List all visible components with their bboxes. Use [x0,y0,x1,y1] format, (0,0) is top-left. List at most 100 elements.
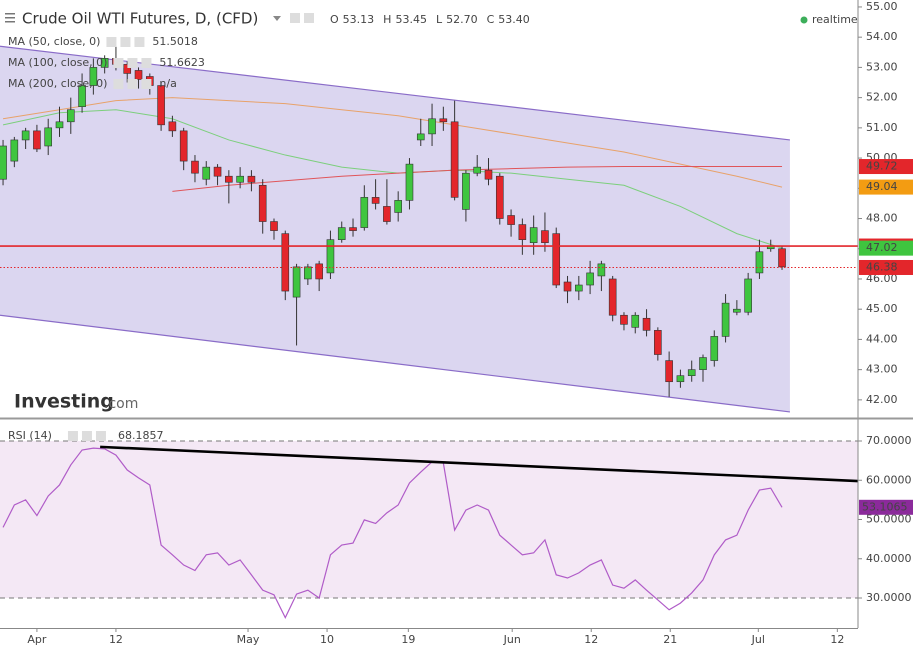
candle-body [676,375,685,383]
candle-body [394,200,402,213]
price-tag-label: 47.02 [866,241,898,254]
candle-body [33,130,41,150]
candle-body [258,184,267,222]
legend: MA (50, close, 0) 51.5018 MA (100, close, … [8,35,205,442]
eye-icon[interactable] [290,13,300,23]
candle-body [744,278,752,313]
candle-body [495,175,504,219]
x-tick-label: May [237,633,260,646]
candle-body [529,227,538,243]
candle-body [586,272,594,286]
moving-average [172,166,783,192]
candle-body [710,336,719,361]
y-tick-label: 42.00 [866,393,898,406]
x-tick-label: Apr [27,633,47,646]
rsi-line [2,447,783,620]
y-tick-label: 53.00 [866,60,898,73]
candle-body [66,109,75,123]
candle-body [721,302,730,337]
channel-fill [0,46,790,412]
candle-body [55,121,64,129]
status-dot [800,16,808,24]
legend-eye-icon[interactable] [113,58,124,68]
candle-body [360,197,369,228]
candle-body [213,166,222,177]
y-tick-label: 60.0000 [866,473,912,486]
price-tag [859,259,913,275]
rsi-settings-icon[interactable] [81,431,92,441]
legend-settings-icon[interactable] [127,58,138,68]
y-tick-label: 43.00 [866,363,898,376]
legend-value: n/a [159,77,176,90]
candle-body [484,169,493,180]
legend-settings-icon[interactable] [120,37,131,47]
candle-body [416,133,425,141]
x-tick-label: 12 [109,633,123,646]
candle-body [552,233,561,286]
candle-body [89,67,98,86]
y-tick-label: 52.00 [866,91,898,104]
settings-icon[interactable] [304,13,314,23]
price-tag-label: 49.72 [866,160,898,173]
candle-body [21,130,30,141]
candle-body [44,127,53,147]
candle-body [778,248,786,268]
legend-name: MA (100, close, 0) [8,56,107,69]
candle-body [157,85,165,126]
legend-name: MA (50, close, 0) [8,35,100,48]
candle-body [563,281,572,292]
price-tag-label: 49.04 [866,180,898,193]
rsi-band [0,441,858,599]
status: realtime [812,13,858,26]
dropdown-arrow[interactable] [273,16,281,21]
candle-body [202,166,211,180]
price-tag [859,179,913,195]
price-tag [859,240,913,256]
x-tick-label: 12 [584,633,598,646]
x-tick-label: 19 [401,633,415,646]
candle-body [687,369,696,376]
candle-body [631,314,640,328]
menu-icon[interactable] [5,13,15,23]
y-tick-label: 54.00 [866,30,898,43]
candle-body [371,197,380,204]
candle-body [450,121,459,198]
candle-body [191,160,199,174]
candle-body [462,172,470,210]
price-tag [859,159,913,175]
rsi-tag [859,499,913,515]
candle-body [473,166,482,174]
candle-body [405,163,414,201]
legend-settings-icon[interactable] [127,79,138,89]
legend-close-icon[interactable] [141,58,152,68]
candle-body [439,118,448,123]
legend-eye-icon[interactable] [113,79,124,89]
ohlc-values: O 53.13 H 53.45 L 52.70 C 53.40 [330,13,530,26]
candle-body [507,215,515,225]
candle-body [225,175,233,183]
ohlc-value: 52.70 [446,13,478,26]
candle-body [100,58,109,68]
rsi-tag-label: 53.1065 [862,500,908,513]
y-tick-label: 30.0000 [866,591,912,604]
chart-title: Crude Oil WTI Futures, D, (CFD) [22,10,258,28]
legend-close-icon[interactable] [134,37,145,47]
candle-body [642,317,651,331]
candle-body [597,263,606,277]
candle-body [179,130,188,162]
rsi-close-icon[interactable] [95,431,106,441]
candle-body [168,121,177,132]
legend-name: MA (200, close, 0) [8,77,107,90]
x-tick-label: 21 [663,633,677,646]
candle-body [78,85,86,107]
candle-body [134,70,143,80]
y-tick-label: 46.00 [866,272,898,285]
candle-body [755,251,764,274]
y-tick-label: 45.00 [866,302,898,315]
candle-body [270,221,278,231]
legend-eye-icon[interactable] [106,37,117,47]
axes: Apr 12 May 10 19 Jun 12 21 Jul 12 42.00 43.00 44.00 4… [27,0,913,646]
rsi-eye-icon[interactable] [67,431,78,441]
legend-close-icon[interactable] [141,79,152,89]
